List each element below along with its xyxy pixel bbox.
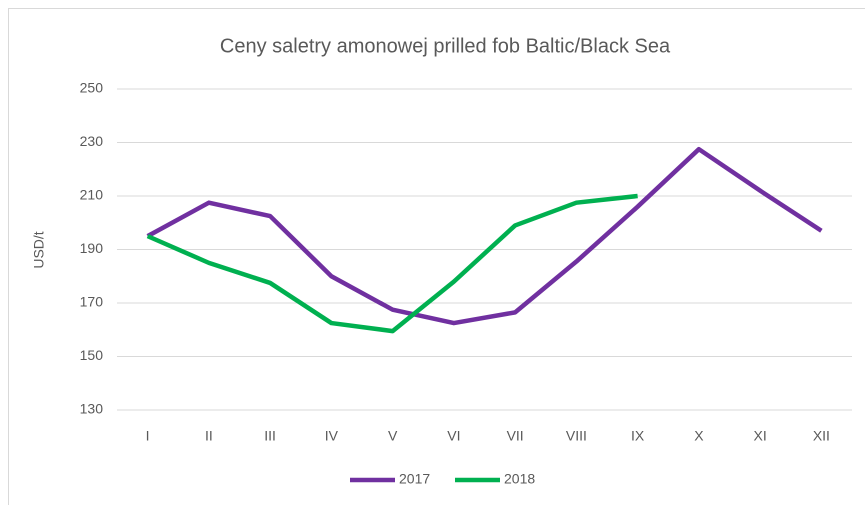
y-tick-label: 170 <box>80 294 104 310</box>
x-tick-label: VIII <box>566 428 587 444</box>
x-tick-label: I <box>146 428 150 444</box>
x-tick-label: XI <box>754 428 767 444</box>
x-tick-label: III <box>264 428 276 444</box>
y-axis-label: USD/t <box>31 231 47 268</box>
x-tick-label: IX <box>631 428 645 444</box>
x-tick-label: X <box>694 428 704 444</box>
legend-label: 2018 <box>504 471 535 487</box>
chart-border <box>8 8 865 505</box>
line-series <box>146 193 638 334</box>
y-tick-label: 190 <box>80 240 104 256</box>
line-series <box>146 146 823 326</box>
x-tick-label: VII <box>507 428 524 444</box>
y-tick-label: 150 <box>80 347 104 363</box>
legend-label: 2017 <box>399 471 430 487</box>
x-tick-label: II <box>205 428 213 444</box>
x-tick-label: V <box>388 428 398 444</box>
y-tick-label: 210 <box>80 187 104 203</box>
y-tick-label: 130 <box>80 401 104 417</box>
x-tick-label: IV <box>325 428 339 444</box>
x-tick-label: VI <box>447 428 460 444</box>
y-tick-label: 230 <box>80 133 104 149</box>
y-tick-label: 250 <box>80 80 104 96</box>
x-tick-label: XII <box>813 428 830 444</box>
chart-title: Ceny saletry amonowej prilled fob Baltic… <box>220 35 671 57</box>
